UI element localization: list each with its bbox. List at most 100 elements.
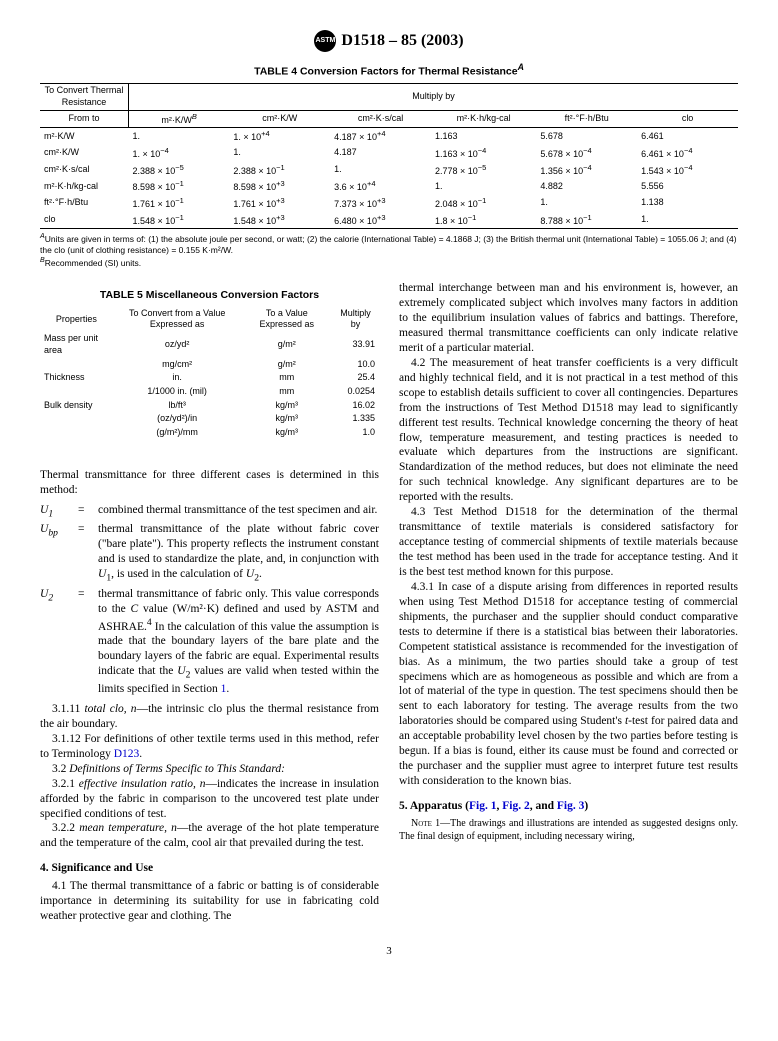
- table4-cell: 1.: [330, 162, 431, 179]
- table5-col-header: Multiply by: [332, 307, 379, 332]
- definition-list: U1 = combined thermal transmittance of the…: [40, 503, 379, 697]
- table5-col-header: To Convert from a Value Expressed as: [113, 307, 242, 332]
- footnote-b: BRecommended (SI) units.: [40, 256, 738, 269]
- table4-cell: 5.556: [637, 178, 738, 195]
- table4-cell: 1.: [536, 195, 637, 212]
- definition-item: Ubp=thermal transmittance of the plate w…: [40, 522, 379, 585]
- table5-cell: kg/m³: [242, 412, 332, 426]
- def-equals: =: [78, 503, 90, 521]
- para-3-2-2: 3.2.2 mean temperature, n—the average of…: [40, 821, 379, 851]
- table4-cell: 1.543 × 10−4: [637, 162, 738, 179]
- table4-cell: 6.480 × 10+3: [330, 212, 431, 229]
- page-number: 3: [40, 944, 738, 958]
- definition-item: U2=thermal transmittance of fabric only.…: [40, 587, 379, 697]
- table5-cell: (g/m²)/mm: [113, 426, 242, 440]
- table5-cell: Thickness: [40, 371, 113, 385]
- para-3-1-12: 3.1.12 For definitions of other textile …: [40, 732, 379, 762]
- table5-cell: 1/1000 in. (mil): [113, 385, 242, 399]
- def-symbol: U1: [40, 503, 70, 521]
- para-4-1: 4.1 The thermal transmittance of a fabri…: [40, 879, 379, 924]
- def-equals: =: [78, 587, 90, 697]
- table5-cell: [40, 358, 113, 372]
- intro-text: Thermal transmittance for three differen…: [40, 468, 379, 498]
- para-4-3: 4.3 Test Method D1518 for the determinat…: [399, 505, 738, 580]
- table5-cell: lb/ft³: [113, 399, 242, 413]
- table4-cell: 6.461 × 10−4: [637, 145, 738, 162]
- para-cont: thermal interchange between man and his …: [399, 281, 738, 356]
- table5-cell: g/m²: [242, 332, 332, 357]
- table5-cell: kg/m³: [242, 399, 332, 413]
- table4-corner: To Convert Thermal Resistance: [40, 84, 129, 110]
- table4-cell: 2.048 × 10−1: [431, 195, 536, 212]
- astm-logo: ASTM: [314, 30, 336, 52]
- table5-cell: Mass per unit area: [40, 332, 113, 357]
- section-4-heading: 4. Significance and Use: [40, 861, 379, 876]
- table5-cell: (oz/yd²)/in: [113, 412, 242, 426]
- table5-col-header: Properties: [40, 307, 113, 332]
- table4-cell: 1. × 10+4: [229, 128, 330, 145]
- table4-col-header: clo: [637, 110, 738, 128]
- table5-cell: [40, 385, 113, 399]
- table4-cell: 2.778 × 10−5: [431, 162, 536, 179]
- def-symbol: U2: [40, 587, 70, 697]
- table5-cell: 25.4: [332, 371, 379, 385]
- table4-cell: 2.388 × 10−5: [129, 162, 230, 179]
- table4-cell: 1.548 × 10−1: [129, 212, 230, 229]
- table5-cell: mm: [242, 385, 332, 399]
- table4-row-label: m²·K·h/kg-cal: [40, 178, 129, 195]
- para-3-2-1: 3.2.1 effective insulation ratio, n—indi…: [40, 777, 379, 822]
- table5-cell: Bulk density: [40, 399, 113, 413]
- table4-cell: 7.373 × 10+3: [330, 195, 431, 212]
- para-4-2: 4.2 The measurement of heat transfer coe…: [399, 356, 738, 505]
- table4-title: TABLE 4 Conversion Factors for Thermal R…: [40, 62, 738, 79]
- table4-cell: 8.598 × 10+3: [229, 178, 330, 195]
- table5-cell: [40, 412, 113, 426]
- table5-cell: g/m²: [242, 358, 332, 372]
- table5-cell: mm: [242, 371, 332, 385]
- table5-cell: [40, 426, 113, 440]
- table4-col-header: m²·K·h/kg-cal: [431, 110, 536, 128]
- table5-cell: 0.0254: [332, 385, 379, 399]
- para-3-1-11: 3.1.11 total clo, n—the intrinsic clo pl…: [40, 702, 379, 732]
- standard-id: D1518 – 85 (2003): [341, 31, 463, 52]
- table5-cell: in.: [113, 371, 242, 385]
- table4-cell: 1.163: [431, 128, 536, 145]
- table4-cell: 5.678 × 10−4: [536, 145, 637, 162]
- table5: PropertiesTo Convert from a Value Expres…: [40, 307, 379, 440]
- table4-cell: 4.187: [330, 145, 431, 162]
- table5-cell: 33.91: [332, 332, 379, 357]
- table4-cell: 5.678: [536, 128, 637, 145]
- table4-cell: 2.388 × 10−1: [229, 162, 330, 179]
- table5-cell: 16.02: [332, 399, 379, 413]
- para-4-3-1: 4.3.1 In case of a dispute arising from …: [399, 580, 738, 789]
- table4-footnotes: AUnits are given in terms of: (1) the ab…: [40, 232, 738, 269]
- table5-title: TABLE 5 Miscellaneous Conversion Factors: [40, 289, 379, 303]
- def-text: thermal transmittance of the plate witho…: [98, 522, 379, 585]
- table4-col-header: m²·K/WB: [129, 110, 230, 128]
- table4-cell: 1.: [129, 128, 230, 145]
- def-symbol: Ubp: [40, 522, 70, 585]
- table4-row-label: cm²·K/W: [40, 145, 129, 162]
- table5-cell: 10.0: [332, 358, 379, 372]
- para-3-2: 3.2 Definitions of Terms Specific to Thi…: [40, 762, 379, 777]
- table5-cell: 1.335: [332, 412, 379, 426]
- table4-cell: 1.548 × 10+3: [229, 212, 330, 229]
- table4-cell: 1.163 × 10−4: [431, 145, 536, 162]
- table4-cell: 1.: [431, 178, 536, 195]
- footnote-a: AUnits are given in terms of: (1) the ab…: [40, 232, 738, 256]
- page-header: ASTM D1518 – 85 (2003): [40, 30, 738, 52]
- table4-cell: 1.8 × 10−1: [431, 212, 536, 229]
- table5-col-header: To a Value Expressed as: [242, 307, 332, 332]
- table4-cell: 4.187 × 10+4: [330, 128, 431, 145]
- table4-cell: 1.761 × 10−1: [129, 195, 230, 212]
- table4-cell: 8.788 × 10−1: [536, 212, 637, 229]
- table4-col-header: cm²·K·s/cal: [330, 110, 431, 128]
- table4-cell: 1.356 × 10−4: [536, 162, 637, 179]
- table4-cell: 6.461: [637, 128, 738, 145]
- table4-cell: 3.6 × 10+4: [330, 178, 431, 195]
- note-1: Note 1—The drawings and illustrations ar…: [399, 817, 738, 843]
- def-text: combined thermal transmittance of the te…: [98, 503, 379, 521]
- table5-cell: kg/m³: [242, 426, 332, 440]
- table4-row-label: m²·K/W: [40, 128, 129, 145]
- table5-cell: mg/cm²: [113, 358, 242, 372]
